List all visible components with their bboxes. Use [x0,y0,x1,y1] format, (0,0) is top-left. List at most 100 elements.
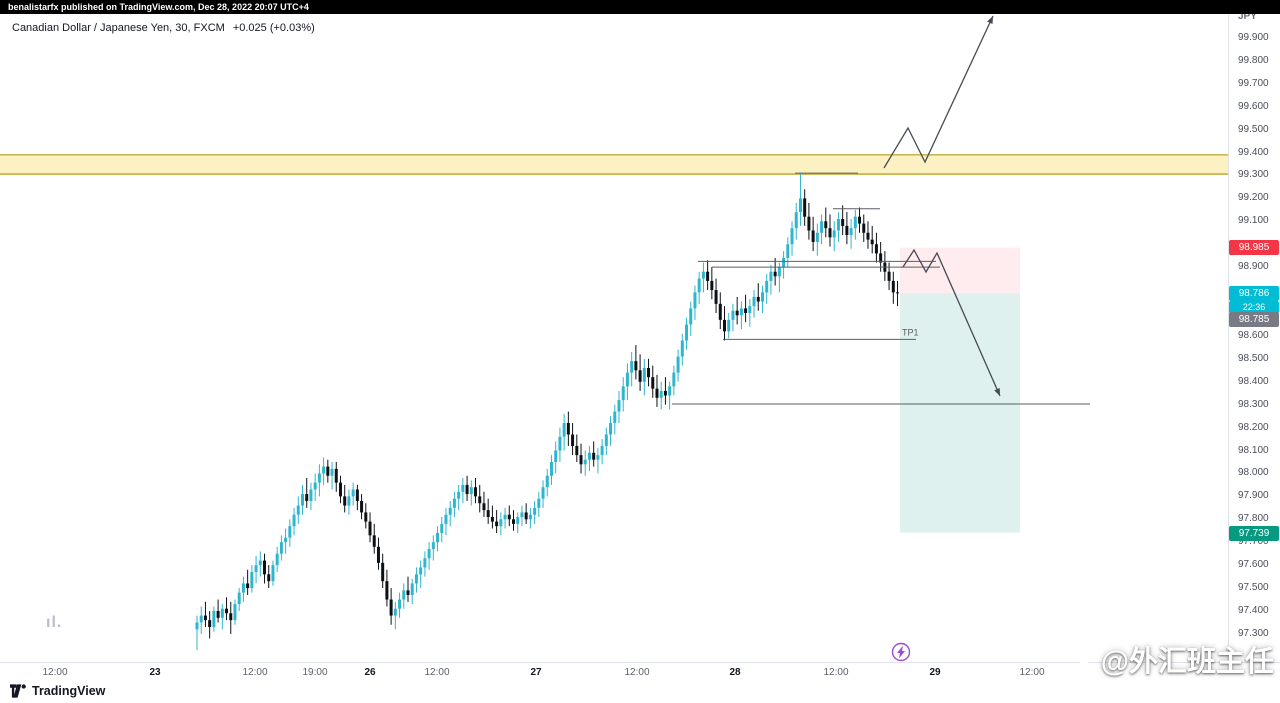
tradingview-attribution[interactable]: TradingView [10,684,105,698]
candle-body [309,489,313,501]
candle-body [313,482,317,490]
candle-body [760,292,764,302]
candle-body [765,280,769,293]
candle-body [233,604,237,621]
symbol-header[interactable]: Canadian Dollar / Japanese Yen, 30, FXCM… [12,22,315,34]
candle-body [685,324,689,341]
candle-body [849,228,853,236]
candle-body [866,232,870,240]
candle-body [364,512,368,522]
candle-body [436,533,440,543]
candle-body [440,523,444,534]
candle-body [891,280,895,293]
candle-body [385,581,389,600]
price-axis-label: 97.600 [1238,559,1269,571]
candle-body [545,475,549,488]
candle-body [841,219,845,226]
channel-watermark: @外汇班主任 [1072,638,1274,680]
candle-body [798,198,802,213]
candle-body [874,244,878,254]
candle-body [609,423,613,435]
risk-zone[interactable] [900,247,1020,294]
candle-body [368,521,372,536]
candle-body [414,574,418,584]
candle-body [718,303,722,320]
reward-zone[interactable] [900,293,1020,533]
entry-price-badge: 98.785 [1229,312,1279,327]
time-axis-label: 12:00 [42,667,68,678]
symbol-title[interactable]: Canadian Dollar / Japanese Yen, 30, FXCM [12,22,225,34]
candle-body [402,590,406,600]
candle-body [723,319,726,332]
candle-body [587,452,591,460]
candle-body [583,459,587,465]
candle-body [241,583,245,593]
candle-body [212,610,216,628]
candle-body [410,583,414,595]
candle-body [372,535,376,547]
candle-body [655,388,659,398]
candle-body [520,512,524,518]
time-axis-label: 12:00 [823,667,849,678]
candle-body [284,537,288,543]
candle-body [541,487,545,499]
price-axis-label: 98.100 [1238,444,1269,456]
tradingview-logo-icon [10,684,26,698]
candle-body [338,482,342,497]
price-axis-label: 99.800 [1238,54,1269,66]
time-axis-label: 23 [149,667,161,678]
candle-body [301,494,304,506]
price-axis-label: 97.900 [1238,490,1269,502]
candle-body [828,228,832,238]
candle-body [533,507,537,515]
price-axis[interactable]: JPY 99.900 99.800 99.700 99.600 99.500 99.400… [1228,0,1280,662]
candle-body [739,308,743,316]
candle-body [448,507,452,515]
resistance-zone[interactable] [0,154,1228,175]
price-change: +0.025 (+0.03%) [232,22,315,34]
candle-body [794,212,798,229]
candle-body [419,567,423,575]
candle-body [208,620,212,628]
candle-body [773,271,777,277]
price-axis-label: 98.600 [1238,329,1269,341]
candle-body [452,498,456,508]
candle-body [845,225,849,236]
candle-body [482,503,486,511]
candle-body [343,496,347,506]
candle-body [465,484,469,495]
bearish-projection-arrow[interactable] [902,248,1001,397]
candle-body [879,253,883,263]
candle-body [727,319,731,332]
candle-body [562,423,566,437]
time-axis[interactable]: 12:00 23 12:00 19:00 26 12:00 27 12:00 28 12:00 29… [0,662,1280,685]
candle-body [326,466,330,476]
candle-body [617,400,621,412]
candle-body [317,473,321,483]
candle-body [786,244,790,258]
candle-body [676,356,680,373]
candle-body [537,498,541,508]
candle-body [710,280,714,291]
price-axis-label: 98.200 [1238,421,1269,433]
price-axis-label: 99.400 [1238,146,1269,158]
candle-body [486,510,490,518]
candle-body [689,308,693,325]
bullish-projection-arrow[interactable] [883,15,994,169]
candle-body [596,455,600,460]
candle-body [693,292,697,309]
time-axis-label: 12:00 [624,667,650,678]
candle-body [668,386,672,396]
candle-body [431,542,435,550]
candle-body [858,216,862,224]
publish-text: benalistarfx published on TradingView.co… [8,2,309,12]
candle-body [389,599,393,616]
candle-body [769,271,773,281]
price-axis-label: 99.700 [1238,77,1269,89]
candle-body [393,608,397,616]
price-axis-label: 97.400 [1238,604,1269,616]
candle-body [836,219,840,231]
candle-body [330,468,334,476]
time-axis-label: 12:00 [1019,667,1045,678]
